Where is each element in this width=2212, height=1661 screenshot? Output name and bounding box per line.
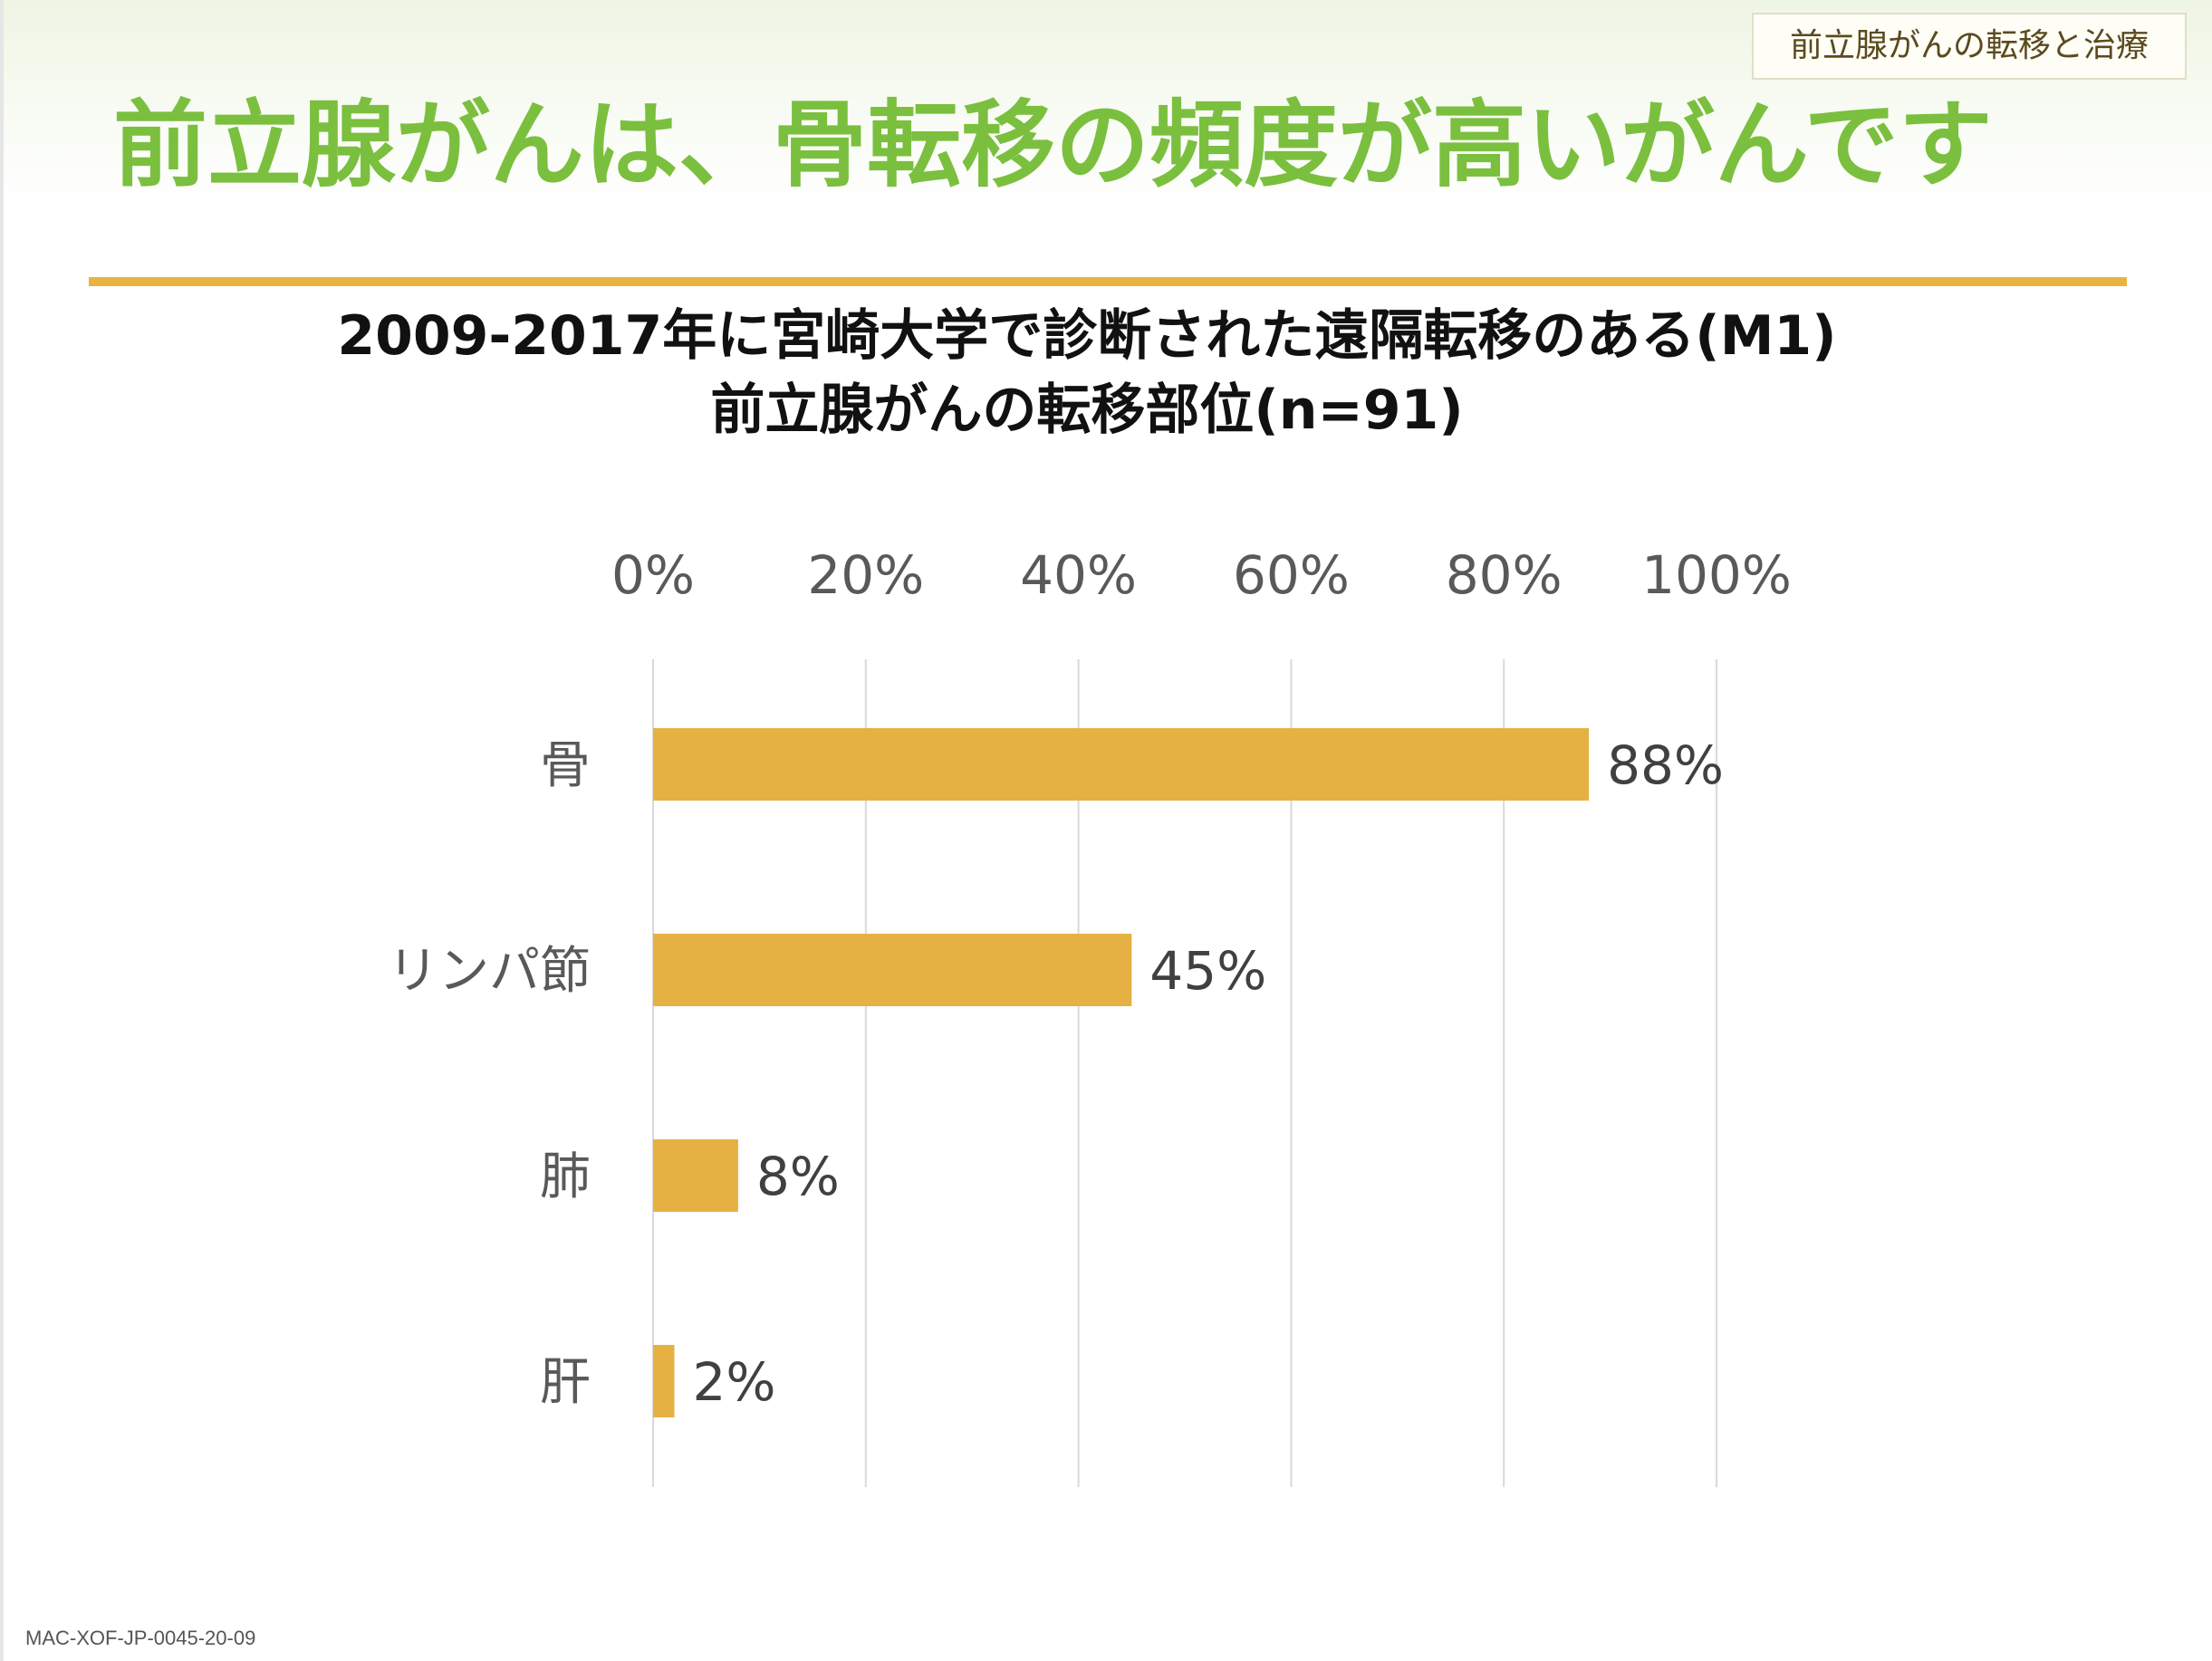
category-label: 肝 [540, 1353, 591, 1412]
chart-title-line-1: 2009-2017年に宮崎大学で診断された遠隔転移のある(M1) [337, 304, 1837, 368]
title-divider [89, 277, 2127, 286]
data-label: 8% [756, 1146, 840, 1207]
bar [653, 728, 1590, 801]
category-label: 骨 [540, 736, 591, 795]
bar [653, 1345, 675, 1417]
data-label: 45% [1149, 940, 1266, 1002]
category-label: リンパ節 [388, 942, 591, 1001]
data-label: 2% [692, 1351, 775, 1413]
page-title: 前立腺がんは、骨転移の頻度が高いがんです [113, 90, 1993, 200]
x-tick-label: 0% [611, 544, 695, 606]
bar [653, 1139, 738, 1212]
bar [653, 934, 1132, 1006]
chart-title-line-2: 前立腺がんの転移部位(n=91) [710, 379, 1464, 442]
data-label: 88% [1607, 734, 1724, 796]
document-code: MAC-XOF-JP-0045-20-09 [25, 1627, 256, 1649]
x-tick-label: 40% [1020, 544, 1137, 606]
x-tick-label: 100% [1641, 544, 1792, 606]
x-tick-label: 20% [807, 544, 924, 606]
x-tick-label: 60% [1233, 544, 1350, 606]
x-tick-label: 80% [1446, 544, 1563, 606]
category-label: 肺 [540, 1147, 591, 1206]
left-edge [0, 0, 4, 1661]
chart-title: 2009-2017年に宮崎大学で診断された遠隔転移のある(M1) 前立腺がんの転… [0, 299, 2174, 447]
section-tag: 前立腺がんの転移と治療 [1752, 13, 2187, 80]
